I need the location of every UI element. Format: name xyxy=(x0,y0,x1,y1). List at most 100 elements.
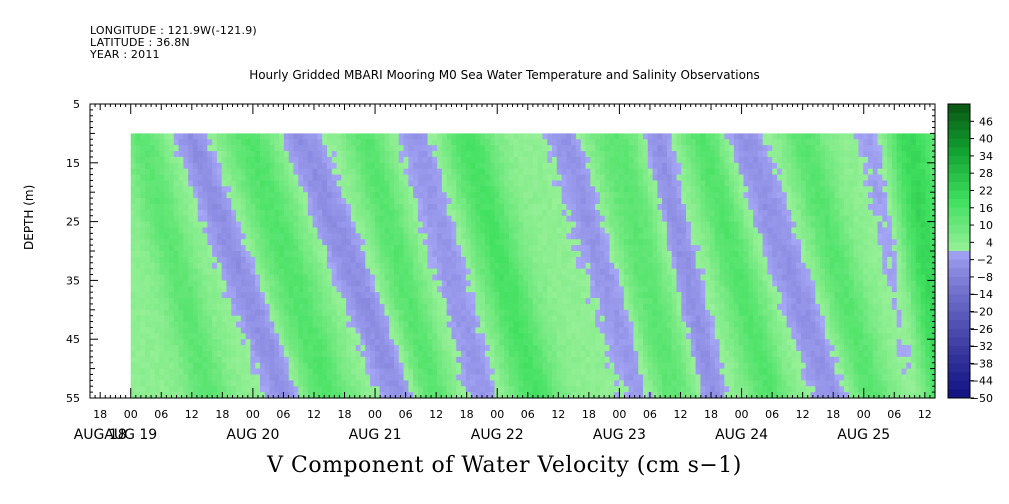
heatmap-cell xyxy=(355,145,362,152)
heatmap-cell xyxy=(384,233,390,240)
heatmap-cell xyxy=(619,139,625,146)
heatmap-cell xyxy=(231,133,237,140)
heatmap-cell xyxy=(274,298,280,305)
heatmap-cell xyxy=(212,245,218,252)
heatmap-cell xyxy=(432,303,438,311)
heatmap-cell xyxy=(216,162,223,170)
heatmap-cell xyxy=(532,345,539,352)
heatmap-cell xyxy=(638,374,644,381)
heatmap-cell xyxy=(609,339,615,346)
heatmap-cell xyxy=(532,239,539,246)
heatmap-cell xyxy=(384,286,390,293)
heatmap-cell xyxy=(173,303,180,311)
heatmap-cell xyxy=(446,227,453,234)
heatmap-cell xyxy=(245,286,252,293)
heatmap-cell xyxy=(614,168,620,176)
heatmap-cell xyxy=(226,350,232,358)
heatmap-cell xyxy=(183,227,189,234)
heatmap-cell xyxy=(240,368,247,376)
heatmap-cell xyxy=(609,162,615,170)
heatmap-cell xyxy=(288,215,295,223)
heatmap-cell xyxy=(389,203,395,211)
heatmap-cell xyxy=(303,333,309,340)
heatmap-cell xyxy=(154,133,161,140)
heatmap-cell xyxy=(451,256,457,264)
heatmap-cell xyxy=(585,151,591,158)
heatmap-cell xyxy=(264,292,271,299)
heatmap-cell xyxy=(446,386,453,393)
heatmap-cell xyxy=(178,368,184,376)
heatmap-cell xyxy=(307,374,314,381)
heatmap-cell xyxy=(183,180,189,187)
heatmap-cell xyxy=(389,180,395,187)
heatmap-cell xyxy=(298,345,304,352)
heatmap-cell xyxy=(154,192,161,199)
heatmap-cell xyxy=(394,380,400,387)
heatmap-cell xyxy=(532,174,539,182)
heatmap-cell xyxy=(556,345,563,352)
heatmap-cell xyxy=(327,333,333,340)
heatmap-cell xyxy=(365,315,371,323)
heatmap-cell xyxy=(365,156,371,164)
heatmap-cell xyxy=(432,145,438,152)
heatmap-cell xyxy=(566,162,572,170)
heatmap-cell xyxy=(556,168,563,176)
heatmap-cell xyxy=(614,286,620,293)
heatmap-cell xyxy=(197,186,204,193)
heatmap-cell xyxy=(508,203,515,211)
heatmap-cell xyxy=(638,215,644,223)
heatmap-cell xyxy=(327,192,333,199)
heatmap-cell xyxy=(566,227,572,234)
heatmap-cell xyxy=(542,256,548,264)
heatmap-cell xyxy=(470,145,477,152)
heatmap-cell xyxy=(575,151,582,158)
heatmap-cell xyxy=(403,380,409,387)
heatmap-cell xyxy=(566,327,572,334)
heatmap-cell xyxy=(403,356,409,364)
heatmap-cell xyxy=(212,186,218,193)
heatmap-cell xyxy=(623,174,630,182)
heatmap-cell xyxy=(604,245,611,252)
heatmap-cell xyxy=(226,192,232,199)
heatmap-cell xyxy=(494,180,500,187)
heatmap-cell xyxy=(145,274,151,281)
heatmap-cell xyxy=(341,286,347,293)
heatmap-cell xyxy=(192,180,199,187)
heatmap-cell xyxy=(389,233,395,240)
heatmap-cell xyxy=(552,339,558,346)
heatmap-cell xyxy=(437,298,443,305)
heatmap-cell xyxy=(370,251,376,258)
heatmap-cell xyxy=(322,203,328,211)
heatmap-cell xyxy=(240,156,247,164)
heatmap-cell xyxy=(389,292,395,299)
heatmap-cell xyxy=(489,309,496,317)
heatmap-cell xyxy=(633,262,639,270)
heatmap-cell xyxy=(336,386,342,393)
heatmap-cell xyxy=(149,345,156,352)
heatmap-cell xyxy=(259,315,266,323)
heatmap-cell xyxy=(532,298,539,305)
heatmap-cell xyxy=(197,309,204,317)
heatmap-cell xyxy=(528,209,534,217)
heatmap-cell xyxy=(595,292,601,299)
heatmap-cell xyxy=(394,292,400,299)
heatmap-cell xyxy=(269,203,275,211)
heatmap-cell xyxy=(599,386,606,393)
heatmap-cell xyxy=(269,339,275,346)
heatmap-cell xyxy=(384,180,390,187)
heatmap-cell xyxy=(298,268,304,276)
heatmap-cell xyxy=(389,139,395,146)
heatmap-cell xyxy=(437,309,443,317)
heatmap-cell xyxy=(513,374,520,381)
heatmap-cell xyxy=(178,139,184,146)
heatmap-cell xyxy=(623,245,630,252)
heatmap-cell xyxy=(355,309,362,317)
heatmap-cell xyxy=(432,321,438,329)
heatmap-cell xyxy=(532,221,539,229)
heatmap-cell xyxy=(188,327,194,334)
heatmap-cell xyxy=(657,180,663,187)
heatmap-cell xyxy=(202,356,208,364)
heatmap-cell xyxy=(135,245,141,252)
heatmap-cell xyxy=(173,156,180,164)
heatmap-cell xyxy=(269,221,275,229)
